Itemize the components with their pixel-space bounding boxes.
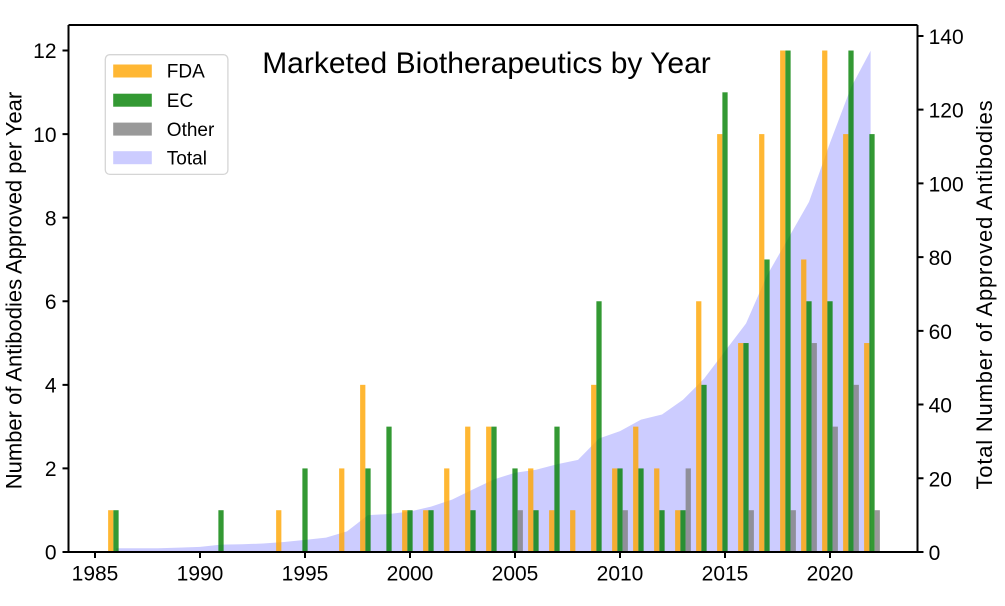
svg-text:Total: Total (167, 148, 207, 169)
svg-text:2005: 2005 (492, 563, 539, 586)
svg-text:12: 12 (33, 40, 56, 63)
svg-text:Total Number of Approved Antib: Total Number of Approved Antibodies (972, 99, 997, 489)
svg-text:60: 60 (929, 321, 952, 344)
svg-text:10: 10 (33, 124, 56, 147)
svg-text:FDA: FDA (167, 62, 205, 83)
svg-text:2000: 2000 (387, 563, 434, 586)
svg-text:0: 0 (929, 542, 941, 565)
svg-text:80: 80 (929, 247, 952, 270)
svg-text:1995: 1995 (282, 563, 329, 586)
svg-text:1990: 1990 (177, 563, 224, 586)
svg-text:Other: Other (167, 120, 215, 141)
svg-text:120: 120 (929, 100, 964, 123)
svg-text:100: 100 (929, 173, 964, 196)
svg-text:2020: 2020 (807, 563, 854, 586)
svg-text:140: 140 (929, 26, 964, 49)
svg-text:Number of Antibodies Approved: Number of Antibodies Approved per Year (2, 92, 27, 490)
svg-text:40: 40 (929, 395, 952, 418)
svg-text:2010: 2010 (597, 563, 644, 586)
svg-text:0: 0 (45, 542, 57, 565)
svg-text:2: 2 (45, 458, 57, 481)
svg-text:2015: 2015 (702, 563, 749, 586)
svg-text:20: 20 (929, 468, 952, 491)
svg-text:4: 4 (45, 375, 57, 398)
svg-text:1985: 1985 (72, 563, 119, 586)
svg-text:6: 6 (45, 291, 57, 314)
svg-text:8: 8 (45, 207, 57, 230)
svg-text:EC: EC (167, 91, 193, 112)
svg-text:Marketed Biotherapeutics by Ye: Marketed Biotherapeutics by Year (262, 47, 711, 80)
